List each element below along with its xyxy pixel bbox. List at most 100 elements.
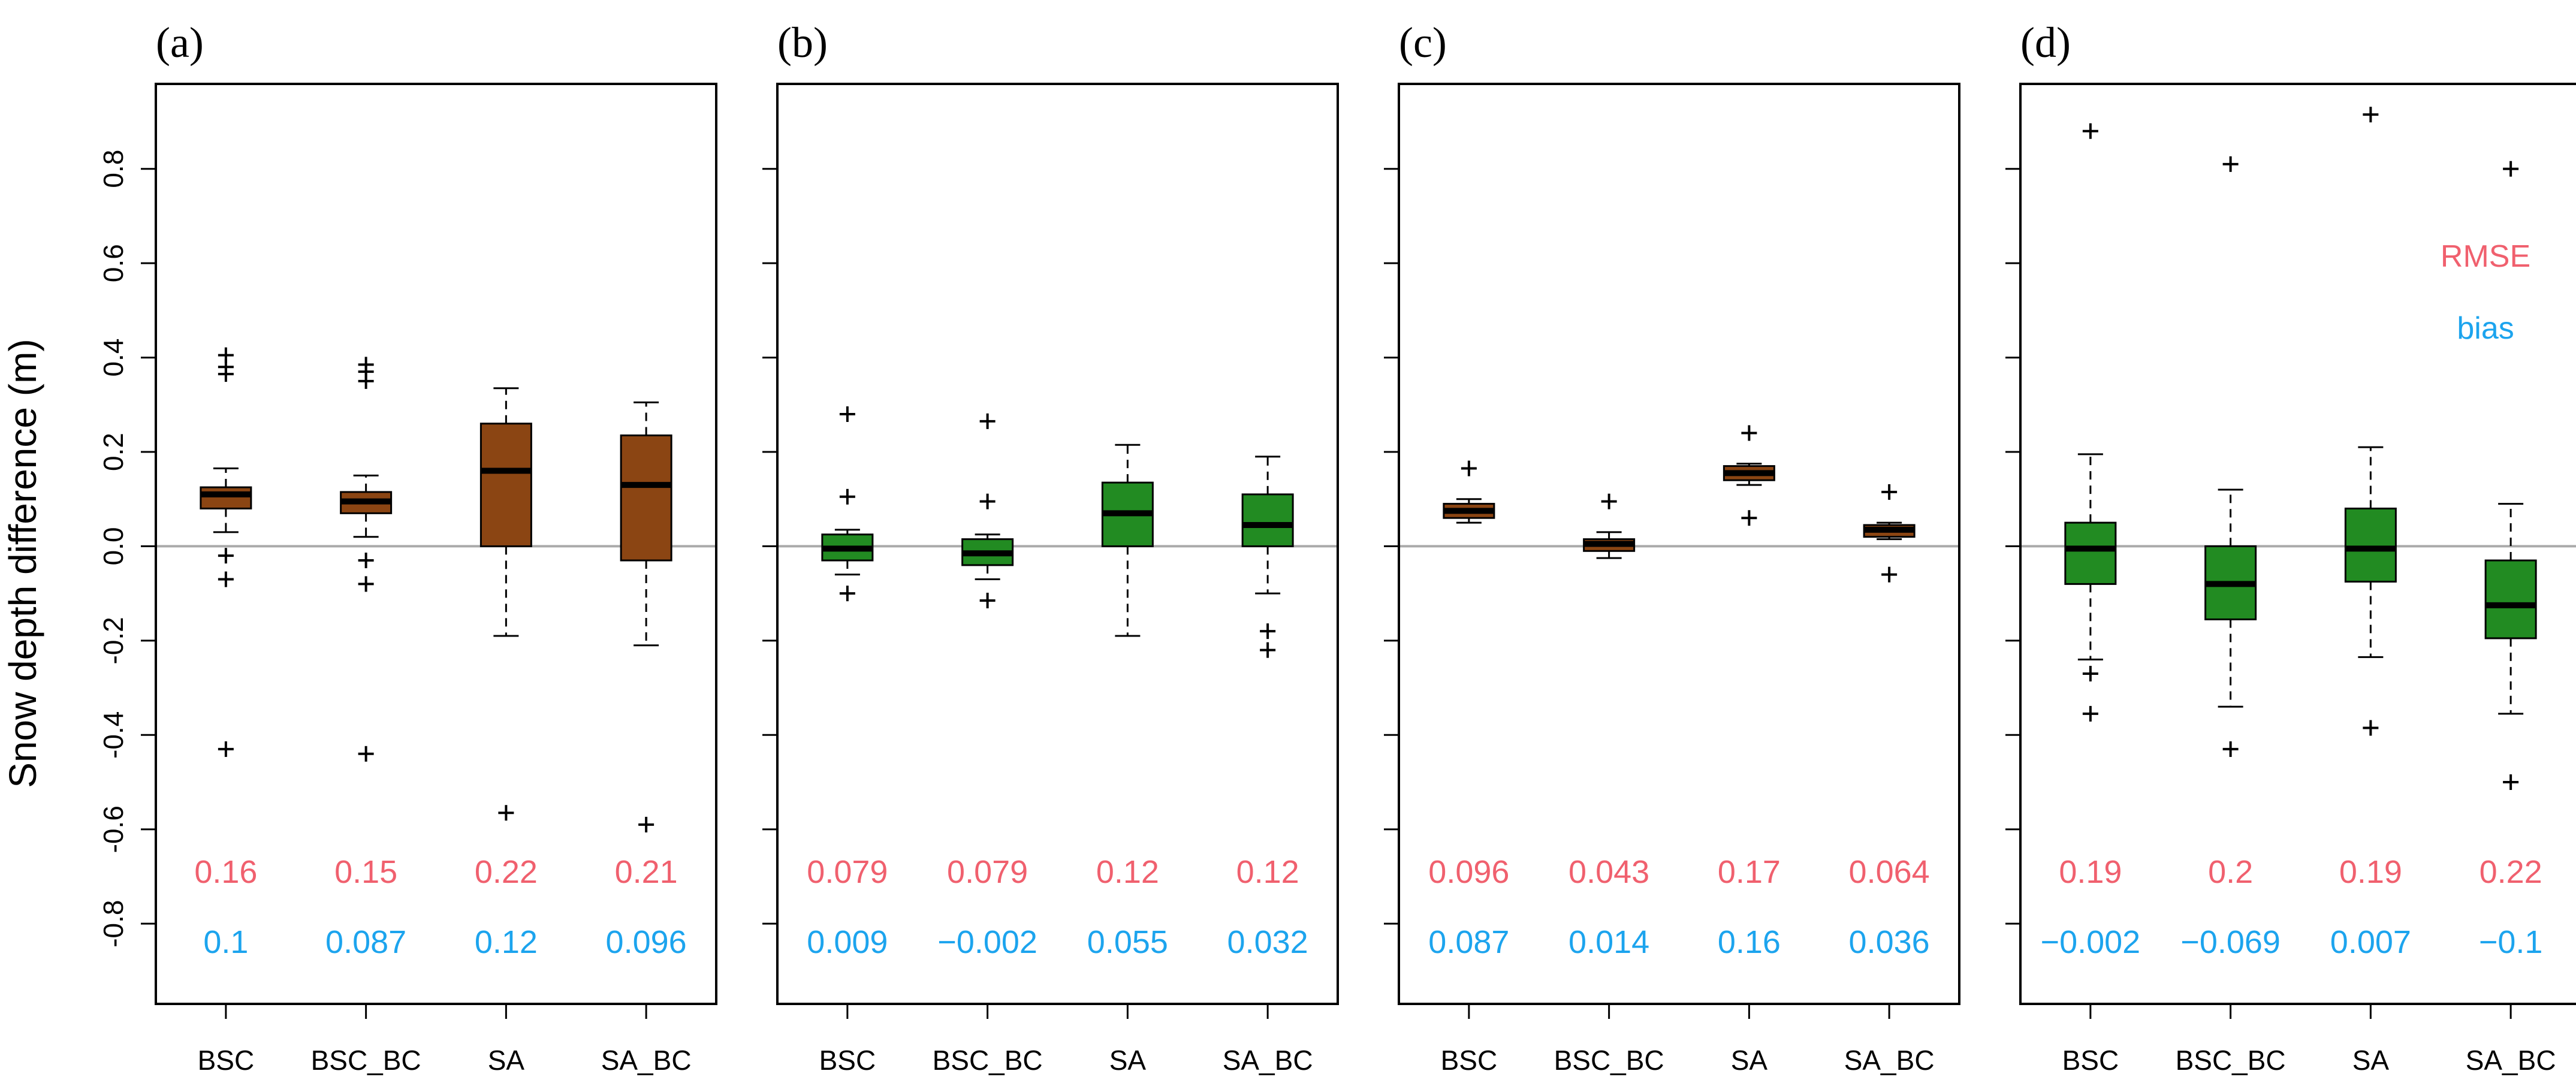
legend-bias: bias [2457,311,2514,346]
panel-frame [155,83,717,1005]
box-bsc [821,406,874,602]
rmse-value: 0.19 [2059,854,2122,890]
bias-value: −0.1 [2479,924,2543,960]
y-tick-label: 0.4 [98,339,129,377]
outlier-point [2082,123,2098,139]
y-tick-label: 0.2 [98,433,129,471]
box-bsc [1443,460,1495,524]
outlier-point [218,571,234,587]
x-tick-label: BSC_BC [933,1045,1043,1076]
outlier-point [979,493,996,509]
x-tick-label: SA [2352,1045,2390,1076]
outlier-point [358,553,374,569]
outlier-point [358,576,374,592]
bias-value: 0.12 [475,924,538,960]
outlier-point [2363,720,2379,736]
box-sa [479,387,532,821]
bias-value: 0.032 [1227,924,1308,960]
bias-value: −0.002 [937,924,1037,960]
bias-value: −0.069 [2180,924,2281,960]
outlier-point [2222,741,2239,757]
x-tick-label: BSC_BC [311,1045,421,1076]
rmse-value: 0.12 [1096,854,1159,890]
bias-value: 0.087 [1428,924,1509,960]
x-tick-label: BSC [1441,1045,1498,1076]
outlier-point [2222,156,2239,172]
y-tick-label: 0.6 [98,244,129,282]
y-tick-label: -0.8 [98,900,129,948]
rmse-value: 0.19 [2339,854,2402,890]
rmse-value: 0.15 [334,854,397,890]
panel-label: (d) [2020,19,2071,67]
box-bsc_bc [961,413,1014,608]
outlier-point [2503,161,2519,177]
outlier-point [1741,425,1757,441]
bias-value: 0.096 [606,924,687,960]
panel-frame [776,83,1339,1005]
outlier-point [839,488,855,505]
bias-value: 0.16 [1718,924,1781,960]
bias-value: 0.007 [2330,924,2411,960]
panel-label: (a) [156,19,204,67]
x-tick-label: SA_BC [601,1045,692,1076]
outlier-point [218,366,234,382]
x-tick-label: SA_BC [1844,1045,1935,1076]
rmse-value: 0.22 [2480,854,2542,890]
box-iqr [2484,559,2537,639]
outlier-point [218,741,234,757]
y-tick-label: -0.2 [98,617,129,664]
outlier-point [839,586,855,602]
bias-value: 0.1 [203,924,248,960]
box-sa [1723,425,1775,526]
y-tick-label: 0.0 [98,527,129,565]
outlier-point [1881,484,1898,500]
y-axis-label: Snow depth difference (m) [1,339,44,788]
x-tick-label: SA_BC [1223,1045,1313,1076]
panel-frame [1398,83,1960,1005]
outlier-point [839,406,855,423]
rmse-value: 0.2 [2208,854,2253,890]
x-tick-label: BSC_BC [1554,1045,1664,1076]
box-sa_bc [1863,484,1916,583]
panel-a: (a) -0.8 -0.6 -0.4 -0.2 0.0 0.2 0.4 0.6 0.8 BSC 0.1… [98,19,717,1076]
x-tick-label: BSC [198,1045,255,1076]
bias-value: 0.055 [1087,924,1168,960]
rmse-value: 0.096 [1428,854,1509,890]
box-sa_bc [2484,161,2537,791]
x-tick-label: BSC [2062,1045,2119,1076]
outlier-point [358,746,374,762]
rmse-value: 0.043 [1568,854,1649,890]
outlier-point [2363,107,2379,123]
box-sa [2344,107,2397,736]
box-iqr [2064,521,2117,585]
outlier-point [498,805,514,821]
bias-value: 0.036 [1849,924,1930,960]
x-tick-label: SA [1109,1045,1147,1076]
rmse-value: 0.12 [1236,854,1299,890]
rmse-value: 0.17 [1718,854,1781,890]
outlier-point [1881,566,1898,583]
x-tick-label: SA_BC [2466,1045,2556,1076]
outlier-point [1741,510,1757,526]
outlier-point [1461,460,1477,476]
y-tick-label: -0.6 [98,806,129,853]
rmse-value: 0.079 [807,854,888,890]
bias-value: −0.002 [2041,924,2141,960]
panel-c: (c) BSC 0.096 0.087 BSC_BC 0.043 0.014 SA 0.17 0.… [1384,19,1960,1076]
rmse-value: 0.21 [615,854,678,890]
x-tick-label: BSC [819,1045,876,1076]
box-bsc_bc [340,357,393,762]
box-sa_bc [1241,455,1294,658]
box-iqr [200,486,252,509]
outlier-point [218,548,234,564]
bias-value: 0.009 [807,924,888,960]
outlier-point [1260,623,1276,639]
legend-rmse: RMSE [2441,239,2530,274]
box-bsc_bc [2204,156,2257,757]
panel-frame [2019,83,2576,1005]
panel-d: (d) BSC 0.19 −0.002 BSC_BC 0.2 −0.069 SA 0.19 0.0… [2005,19,2576,1076]
box-bsc_bc [1583,493,1636,559]
outlier-point [1260,642,1276,658]
bias-value: 0.087 [325,924,406,960]
